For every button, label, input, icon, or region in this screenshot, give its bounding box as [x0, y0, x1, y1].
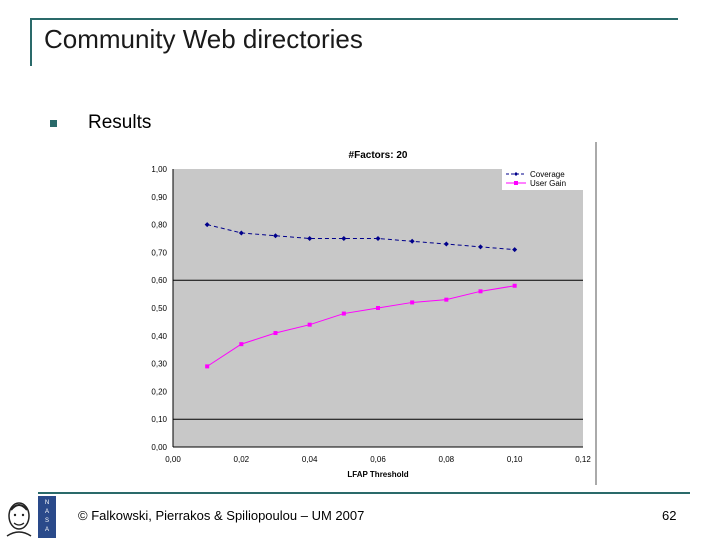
- x-tick-label: 0,12: [575, 455, 591, 464]
- data-point-1: [307, 322, 312, 327]
- x-tick-label: 0,10: [507, 455, 523, 464]
- data-point-0: [204, 222, 210, 228]
- data-point-1: [410, 300, 415, 305]
- y-tick-label: 0,80: [151, 221, 167, 230]
- y-tick-label: 0,60: [151, 276, 167, 285]
- data-point-0: [375, 236, 381, 241]
- y-tick-label: 0,00: [151, 443, 167, 452]
- x-tick-label: 0,04: [302, 455, 318, 464]
- chart-title: #Factors: 20: [349, 150, 408, 161]
- x-tick-label: 0,00: [165, 455, 181, 464]
- footer-credit: © Falkowski, Pierrakos & Spiliopoulou – …: [78, 508, 365, 523]
- data-point-1: [478, 289, 483, 294]
- series-line-1: [206, 285, 515, 367]
- legend-label-1: User Gain: [530, 179, 566, 188]
- data-point-0: [443, 241, 449, 247]
- bullet-square-icon: [50, 120, 57, 127]
- university-portrait-logo-icon: [4, 496, 34, 538]
- y-tick-label: 1,00: [151, 165, 167, 174]
- data-point-1: [376, 306, 380, 310]
- data-point-0: [478, 244, 483, 250]
- data-point-0: [307, 236, 313, 241]
- data-point-1: [273, 331, 278, 336]
- series-line-0: [207, 224, 515, 251]
- data-point-0: [273, 233, 278, 239]
- data-point-1: [444, 297, 449, 302]
- legend-marker-0: [514, 172, 518, 176]
- legend-label-0: Coverage: [530, 170, 565, 179]
- x-tick-label: 0,06: [370, 455, 386, 464]
- data-point-0: [409, 238, 415, 244]
- slide-title: Community Web directories: [44, 24, 363, 54]
- title-left-rule: [30, 18, 32, 66]
- footer-rule: [38, 492, 690, 494]
- x-tick-label: 0,02: [234, 455, 250, 464]
- y-tick-label: 0,30: [151, 360, 167, 369]
- data-point-0: [238, 230, 244, 236]
- y-tick-label: 0,70: [151, 248, 167, 257]
- data-point-1: [512, 283, 517, 288]
- y-tick-label: 0,10: [151, 415, 167, 424]
- title-top-rule: [30, 18, 678, 20]
- data-point-1: [239, 342, 244, 347]
- page-number: 62: [662, 508, 677, 523]
- y-tick-label: 0,90: [151, 193, 167, 202]
- y-tick-label: 0,20: [151, 387, 167, 396]
- data-point-1: [205, 364, 210, 369]
- data-point-0: [512, 247, 518, 253]
- data-point-0: [341, 236, 347, 241]
- y-tick-label: 0,50: [151, 304, 167, 313]
- results-chart: #Factors: 20 0,00 0,10 0,20 0,30 0,40 0,50 0,60…: [151, 142, 597, 485]
- bullet-results: Results: [88, 112, 152, 133]
- legend-marker-1: [514, 181, 518, 185]
- x-axis-label: LFAP Threshold: [347, 470, 408, 479]
- data-point-1: [341, 311, 346, 316]
- x-tick-label: 0,08: [439, 455, 455, 464]
- y-tick-label: 0,40: [151, 332, 167, 341]
